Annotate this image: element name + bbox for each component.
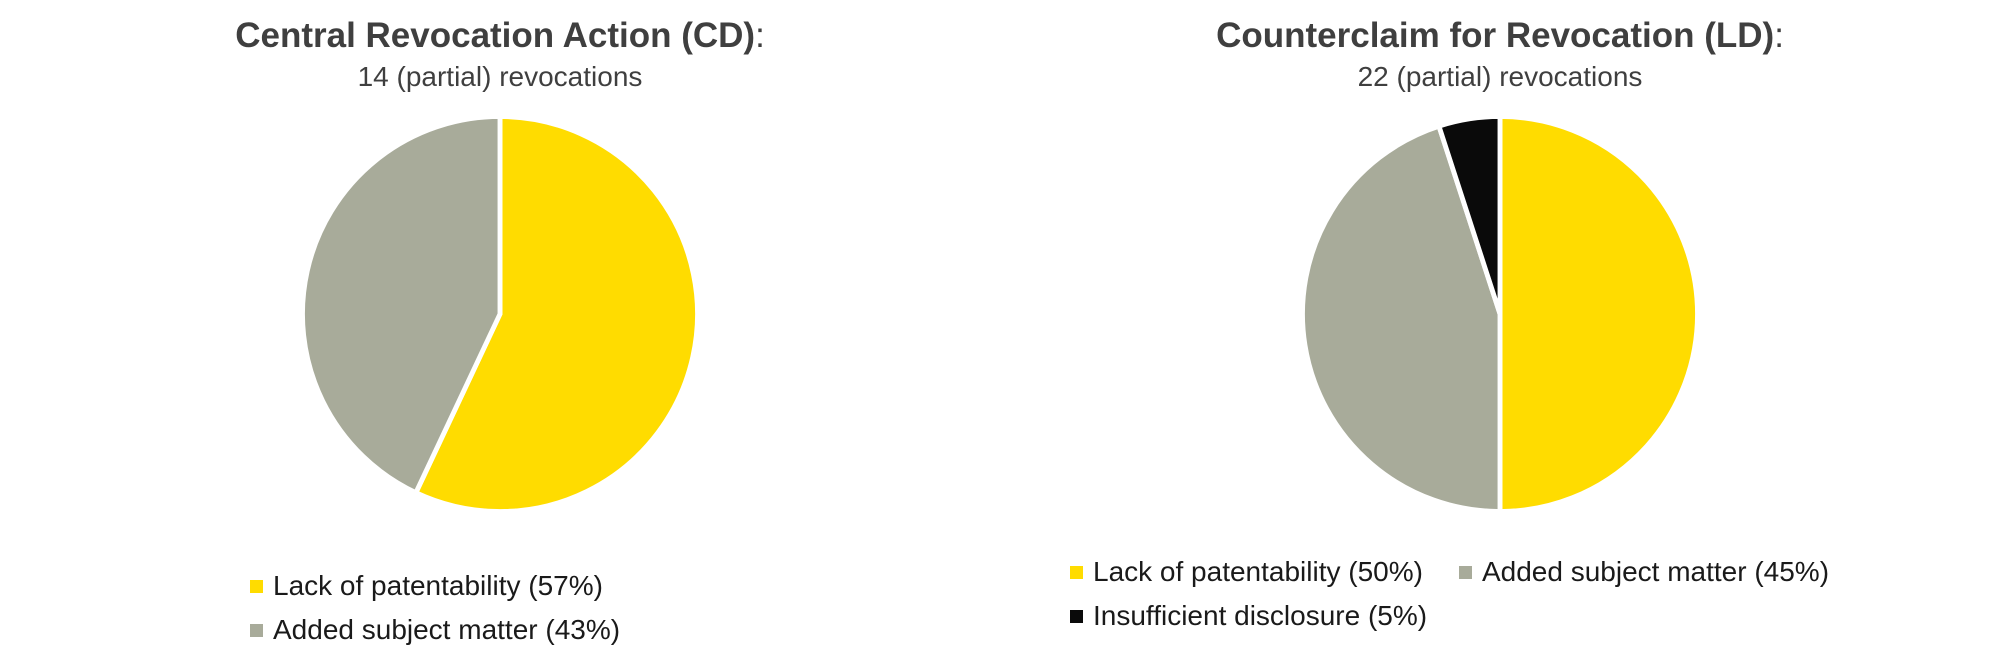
legend-ld: Lack of patentability (50%) Added subject…: [1070, 556, 1930, 632]
legend-item-added-subject-matter: Added subject matter (43%): [250, 614, 620, 646]
legend-item-insufficient-disclosure: Insufficient disclosure (5%): [1070, 600, 1427, 632]
legend-swatch: [1458, 565, 1472, 579]
chart-central-revocation-cd: Central Revocation Action (CD): 14 (part…: [0, 16, 1000, 646]
chart-title-colon: :: [755, 16, 765, 55]
legend-swatch: [1070, 609, 1083, 623]
chart-title-text: Central Revocation Action (CD): [235, 16, 756, 55]
chart-counterclaim-revocation-ld: Counterclaim for Revocation (LD): 22 (pa…: [1000, 0, 2000, 662]
pie-slice-lack-of-patentability: [412, 114, 700, 515]
pie-slice-lack-of-patentability: [1497, 114, 1700, 515]
chart-title: Central Revocation Action (CD):: [0, 16, 1000, 56]
legend-item-lack-of-patentability: Lack of patentability (50%): [1070, 556, 1423, 588]
legend-item-lack-of-patentability: Lack of patentability (57%): [250, 570, 603, 602]
pie-slice-added-subject-matter: [1300, 123, 1503, 515]
legend-swatch: [1070, 565, 1083, 579]
legend-item-added-subject-matter: Added subject matter (45%): [1458, 556, 1830, 588]
chart-title: Counterclaim for Revocation (LD):: [1000, 16, 2000, 56]
legend-cd: Lack of patentability (57%) Added subject…: [250, 570, 750, 646]
legend-swatch: [250, 579, 263, 593]
pie-slice-added-subject-matter: [300, 114, 503, 497]
legend-label: Lack of patentability (57%): [273, 570, 603, 601]
pie-slice-insufficient-disclosure: [1435, 114, 1503, 316]
chart-title-colon: :: [1774, 16, 1784, 55]
legend-label: Lack of patentability (50%): [1093, 556, 1423, 587]
legend-swatch: [250, 623, 263, 637]
legend-label: Added subject matter (43%): [273, 614, 621, 645]
chart-subtitle: 14 (partial) revocations: [357, 61, 643, 93]
chart-title-text: Counterclaim for Revocation (LD): [1216, 16, 1775, 55]
pie-chart-ld: [1300, 114, 1700, 515]
legend-label: Insufficient disclosure (5%): [1093, 600, 1428, 631]
chart-subtitle: 22 (partial) revocations: [1357, 61, 1643, 93]
pie-chart-cd: [300, 114, 700, 515]
legend-label: Added subject matter (45%): [1481, 556, 1830, 587]
